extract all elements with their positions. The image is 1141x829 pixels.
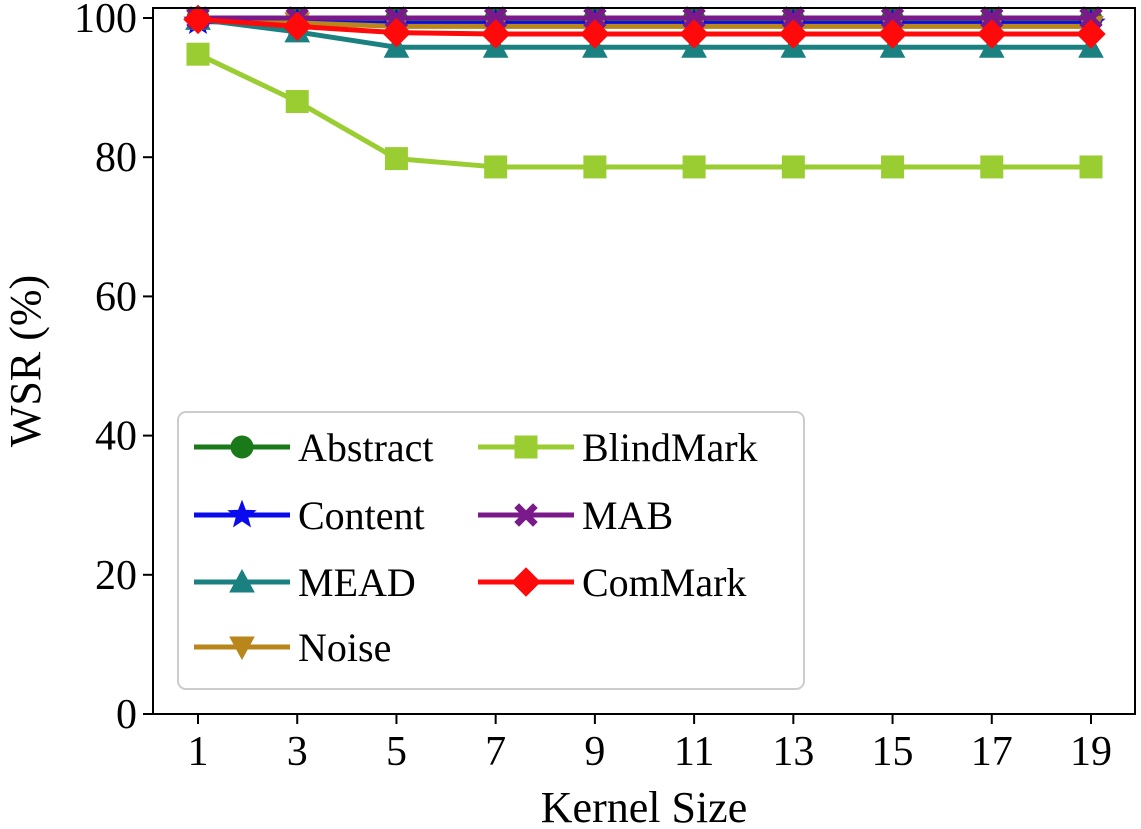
x-tick-label: 1 bbox=[188, 729, 209, 775]
y-tick-label: 40 bbox=[95, 414, 137, 460]
legend-marker-abstract bbox=[230, 435, 254, 459]
legend-label: MAB bbox=[582, 493, 673, 538]
point-blindmark-9 bbox=[583, 155, 607, 179]
series-blindmark bbox=[186, 42, 1103, 179]
legend-box bbox=[177, 411, 805, 690]
point-commark-7 bbox=[480, 19, 511, 49]
line-noise bbox=[195, 15, 1094, 29]
legend-label: ComMark bbox=[582, 560, 746, 605]
legend-label: Noise bbox=[298, 625, 391, 670]
legend-label: Abstract bbox=[298, 425, 434, 470]
legend-marker-mab bbox=[514, 503, 538, 527]
x-tick-label: 7 bbox=[485, 729, 506, 775]
legend-item-mab: MAB bbox=[478, 493, 673, 538]
legend-item-abstract: Abstract bbox=[194, 425, 434, 470]
y-axis: 0 20 40 60 80 100 bbox=[74, 0, 153, 738]
line-commark bbox=[195, 16, 1094, 37]
series-layer bbox=[183, 4, 1106, 179]
point-commark-5 bbox=[381, 17, 412, 48]
point-commark-9 bbox=[580, 19, 610, 49]
legend-item-noise: Noise bbox=[194, 625, 391, 670]
point-blindmark-1 bbox=[186, 42, 210, 66]
legend: Abstract Content MEAD Noise BlindMark MAB ComM… bbox=[177, 411, 805, 690]
x-tick-label: 19 bbox=[1070, 729, 1112, 775]
point-commark-19 bbox=[1076, 19, 1106, 49]
legend-label: MEAD bbox=[298, 560, 416, 605]
y-tick-label: 60 bbox=[95, 274, 137, 320]
legend-marker-mead bbox=[229, 568, 255, 593]
legend-label: Content bbox=[298, 493, 425, 538]
x-tick-label: 17 bbox=[971, 729, 1013, 775]
point-commark-17 bbox=[977, 19, 1007, 49]
point-blindmark-7 bbox=[484, 155, 508, 179]
legend-marker-blindmark bbox=[514, 435, 538, 459]
legend-marker-noise bbox=[229, 636, 255, 661]
point-commark-13 bbox=[778, 19, 809, 49]
point-blindmark-13 bbox=[781, 155, 805, 179]
y-tick-label: 80 bbox=[95, 135, 137, 181]
x-axis-label: Kernel Size bbox=[541, 783, 747, 829]
point-blindmark-5 bbox=[384, 147, 408, 171]
x-tick-label: 9 bbox=[584, 729, 605, 775]
legend-item-commark: ComMark bbox=[478, 560, 746, 605]
point-blindmark-11 bbox=[682, 155, 706, 179]
point-commark-3 bbox=[282, 11, 312, 42]
series-commark bbox=[183, 4, 1106, 49]
series-content bbox=[183, 6, 1106, 37]
point-blindmark-3 bbox=[285, 90, 309, 114]
legend-item-content: Content bbox=[194, 493, 425, 538]
y-axis-label: WSR (%) bbox=[1, 275, 50, 447]
x-tick-label: 15 bbox=[872, 729, 914, 775]
x-tick-label: 5 bbox=[386, 729, 407, 775]
y-tick-label: 0 bbox=[116, 692, 137, 738]
x-tick-label: 13 bbox=[772, 729, 814, 775]
legend-label: BlindMark bbox=[582, 425, 758, 470]
y-tick-label: 100 bbox=[74, 0, 137, 42]
point-commark-15 bbox=[877, 19, 908, 49]
point-blindmark-15 bbox=[881, 155, 905, 179]
x-tick-label: 3 bbox=[287, 729, 308, 775]
line-blindmark bbox=[194, 50, 1094, 170]
point-blindmark-19 bbox=[1079, 155, 1103, 179]
legend-item-mead: MEAD bbox=[194, 560, 416, 605]
point-blindmark-17 bbox=[980, 155, 1004, 179]
x-axis: 1 3 5 7 9 11 13 15 17 19 bbox=[188, 714, 1112, 775]
legend-marker-content bbox=[227, 499, 257, 528]
x-tick-label: 11 bbox=[674, 729, 714, 775]
line-mead bbox=[195, 16, 1094, 50]
point-commark-11 bbox=[679, 19, 709, 49]
legend-marker-commark bbox=[511, 567, 541, 597]
legend-item-blindmark: BlindMark bbox=[478, 425, 758, 470]
point-commark-1 bbox=[183, 4, 213, 35]
plot-frame bbox=[152, 7, 1136, 715]
y-tick-label: 20 bbox=[95, 553, 137, 599]
